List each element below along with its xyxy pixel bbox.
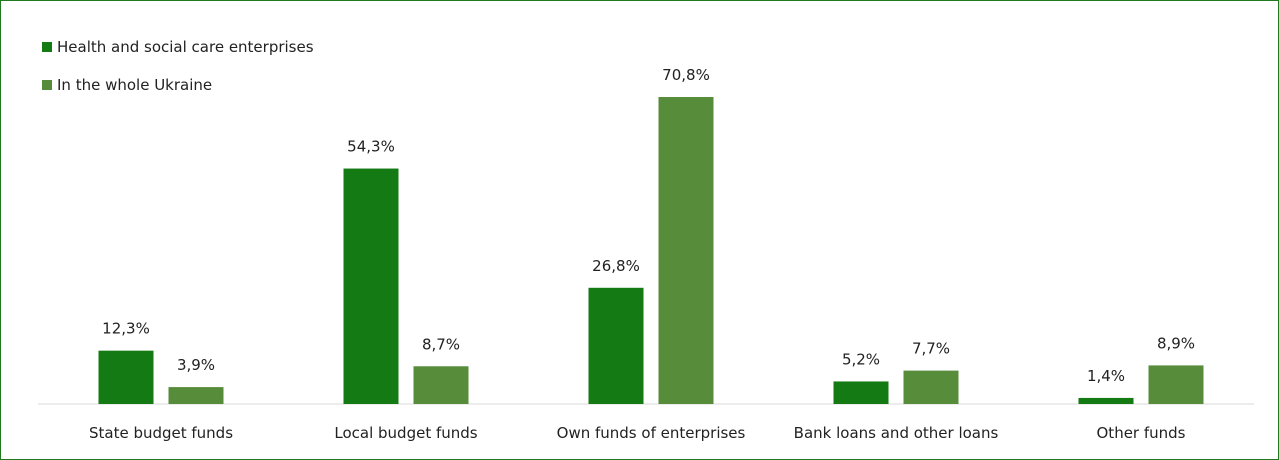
bar-health-3 [833,381,889,404]
category-label-3: Bank loans and other loans [794,424,999,442]
data-label-health-1: 54,3% [347,138,395,156]
legend-swatch-health [42,42,52,52]
data-label-ukraine-2: 70,8% [662,66,710,84]
data-label-ukraine-3: 7,7% [912,340,950,358]
category-label-4: Other funds [1097,424,1186,442]
bar-ukraine-3 [903,370,959,404]
legend-label-ukraine: In the whole Ukraine [57,76,213,94]
category-label-1: Local budget funds [334,424,477,442]
bar-health-1 [343,168,399,404]
bar-ukraine-4 [1148,365,1204,404]
category-label-0: State budget funds [89,424,233,442]
data-label-health-3: 5,2% [842,350,880,368]
legend-label-health: Health and social care enterprises [57,38,314,56]
data-label-health-4: 1,4% [1087,367,1125,385]
bar-health-2 [588,287,644,404]
legend-item-ukraine: In the whole Ukraine [42,75,314,95]
legend-item-health: Health and social care enterprises [42,37,314,57]
bar-ukraine-1 [413,366,469,404]
legend-swatch-ukraine [42,80,52,90]
category-label-2: Own funds of enterprises [557,424,746,442]
data-label-health-0: 12,3% [102,320,150,338]
bar-ukraine-2 [658,97,714,404]
data-label-ukraine-0: 3,9% [177,356,215,374]
data-label-health-2: 26,8% [592,257,640,275]
data-label-ukraine-1: 8,7% [422,335,460,353]
bar-ukraine-0 [168,387,224,404]
bar-health-0 [98,350,154,404]
bar-health-4 [1078,397,1134,404]
legend: Health and social care enterprises In th… [42,37,314,113]
data-label-ukraine-4: 8,9% [1157,334,1195,352]
